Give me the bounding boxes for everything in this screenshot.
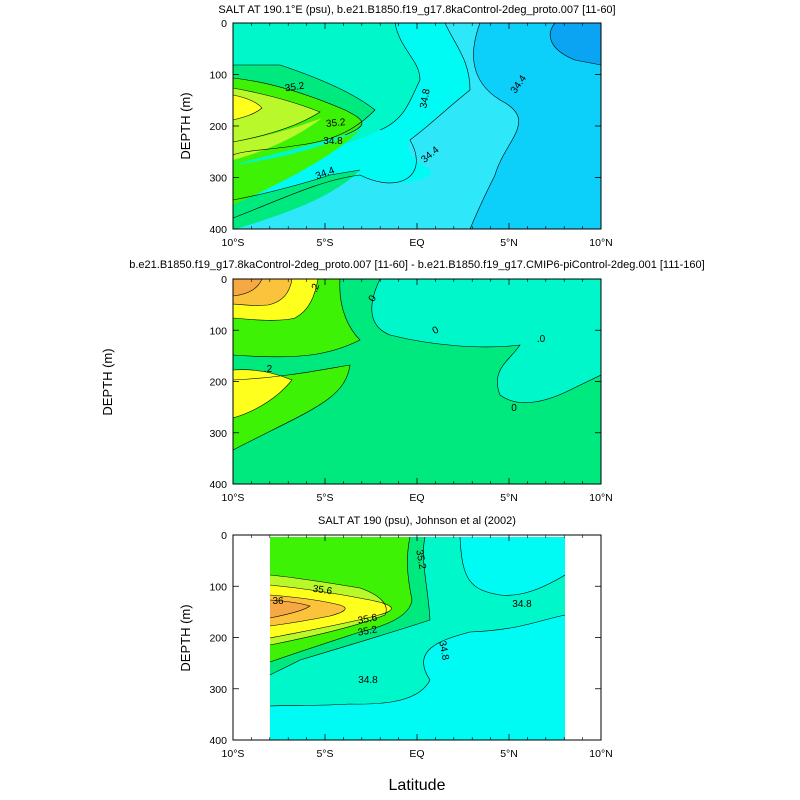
panel-1-fill-yellow <box>233 95 262 120</box>
y-tick-label: 200 <box>209 377 227 389</box>
y-tick-label: 0 <box>221 18 227 30</box>
x-tick-label: 5°N <box>500 748 518 760</box>
contour-label: 36 <box>272 596 284 607</box>
contour-label: 35.6 <box>312 584 333 598</box>
panel-2-ticks: 10°S 5°S EQ 5°N 10°N 0 100 200 300 400 <box>209 274 612 504</box>
panel-2-fill-aquamarine <box>371 279 601 403</box>
panel-3-contour-fill <box>233 535 601 740</box>
contour-label: 0 <box>511 403 517 414</box>
panel-2-title: b.e21.B1850.f19_g17.8kaControl-2deg_prot… <box>129 259 704 271</box>
panel-1-contour-fill <box>233 23 601 229</box>
contour-label: 34.8 <box>358 675 378 686</box>
y-tick-label: 400 <box>209 479 227 491</box>
x-tick-label: 10°S <box>222 237 245 249</box>
panel-1-contour-lines <box>233 23 601 229</box>
y-tick-label: 300 <box>209 428 227 440</box>
contour-label: 35.6 <box>357 612 379 626</box>
y-tick-label: 200 <box>209 633 227 645</box>
y-tick-label: 0 <box>221 274 227 286</box>
x-tick-label: 5°N <box>500 492 518 504</box>
x-tick-label: EQ <box>409 748 424 760</box>
panel-1-title: SALT AT 190.1°E (psu), b.e21.B1850.f19_g… <box>218 4 615 16</box>
panel-1-ylabel: DEPTH (m) <box>178 92 193 159</box>
contour-label: 0 <box>431 324 442 337</box>
panel-3-xlabel: Latitude <box>389 777 446 794</box>
x-tick-label: 10°N <box>589 748 612 760</box>
panel-3-ticks: 10°S 5°S EQ 5°N 10°N 0 100 200 300 400 <box>209 530 612 760</box>
x-tick-label: 10°S <box>222 492 245 504</box>
y-tick-label: 100 <box>209 70 227 82</box>
x-tick-label: 5°S <box>316 492 333 504</box>
y-tick-label: 100 <box>209 325 227 337</box>
contour-label: 35.2 <box>413 549 427 571</box>
panel-1-fill-blue <box>550 23 601 65</box>
contour-label: 34.8 <box>323 136 343 147</box>
contour-label: .0 <box>537 334 546 345</box>
contour-label: .2 <box>264 364 273 375</box>
contour-label: 34.8 <box>512 599 532 610</box>
y-tick-label: 400 <box>209 735 227 747</box>
contour-label: 0 <box>367 293 380 304</box>
x-tick-label: 5°S <box>316 237 333 249</box>
x-tick-label: 5°N <box>500 237 518 249</box>
panel-1: SALT AT 190.1°E (psu), b.e21.B1850.f19_g… <box>178 4 616 249</box>
x-tick-label: EQ <box>409 237 424 249</box>
contour-label: 35.2 <box>357 624 379 638</box>
contour-label: 34.8 <box>418 88 432 110</box>
x-tick-label: 10°S <box>222 748 245 760</box>
panel-1-ticks: 10°S 5°S EQ 5°N 10°N 0 100 200 300 400 <box>209 18 612 249</box>
x-tick-label: 5°S <box>316 748 333 760</box>
y-tick-label: 100 <box>209 581 227 593</box>
x-tick-label: 10°N <box>589 492 612 504</box>
panel-3-title: SALT AT 190 (psu), Johnson et al (2002) <box>318 515 516 527</box>
panel-2-ylabel: DEPTH (m) <box>100 348 115 415</box>
y-tick-label: 300 <box>209 684 227 696</box>
panel-2-contour-lines <box>233 279 601 451</box>
contour-label: 35.2 <box>326 117 347 130</box>
y-tick-label: 400 <box>209 224 227 236</box>
panel-2-fill-yellow <box>233 279 318 418</box>
panel-2-fill-orange <box>233 279 262 296</box>
panel-3: SALT AT 190 (psu), Johnson et al (2002) … <box>178 515 613 794</box>
panel-1-fill-sky <box>470 23 601 229</box>
panel-3-contour-lines <box>269 536 566 707</box>
panel-2-contour-fill <box>233 279 601 484</box>
contour-label: 34.8 <box>436 640 450 662</box>
panel-3-ylabel: DEPTH (m) <box>178 604 193 671</box>
panel-2: b.e21.B1850.f19_g17.8kaControl-2deg_prot… <box>100 259 705 504</box>
x-tick-label: EQ <box>409 492 424 504</box>
x-tick-label: 10°N <box>589 237 612 249</box>
y-tick-label: 300 <box>209 173 227 185</box>
panel-3-fill-orange <box>270 600 310 618</box>
y-tick-label: 200 <box>209 121 227 133</box>
contour-label: 35.2 <box>284 81 305 95</box>
y-tick-label: 0 <box>221 530 227 542</box>
